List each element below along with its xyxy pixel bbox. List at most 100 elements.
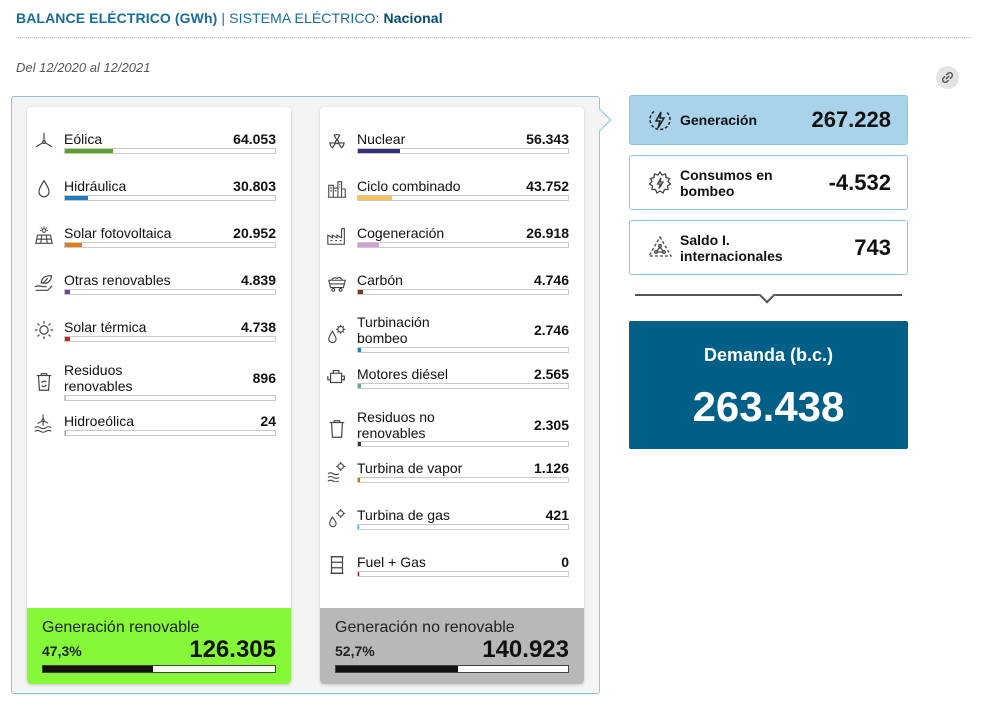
item-value: 0 bbox=[561, 554, 569, 570]
link-button[interactable] bbox=[936, 66, 959, 89]
nuclear-icon bbox=[329, 133, 345, 149]
chevron-down-icon bbox=[758, 286, 776, 304]
nonrenewable-item-ciclo-combinado[interactable]: Ciclo combinado 43.752 bbox=[320, 176, 584, 216]
renewable-item-hidroeolica[interactable]: Hidroeólica 24 bbox=[27, 411, 291, 451]
item-bar-fill bbox=[358, 525, 360, 529]
cogeneration-icon bbox=[327, 228, 345, 245]
leaf-hand-icon bbox=[34, 275, 53, 291]
water-drop-icon bbox=[38, 179, 50, 198]
diesel-engine-icon bbox=[327, 369, 345, 384]
renewable-item-solar-fotovoltaica[interactable]: Solar fotovoltaica 20.952 bbox=[27, 223, 291, 263]
demand-card[interactable]: Demanda (b.c.) 263.438 bbox=[629, 321, 908, 449]
summary-bar-fill bbox=[43, 666, 153, 672]
page-header: BALANCE ELÉCTRICO (GWh) | SISTEMA ELÉCTR… bbox=[16, 10, 443, 26]
item-label: Hidráulica bbox=[64, 178, 127, 194]
item-bar-fill bbox=[65, 196, 89, 200]
item-value: 421 bbox=[545, 507, 569, 523]
item-bar-fill bbox=[358, 384, 362, 388]
nonrenewable-item-residuos-no-renovables[interactable]: Residuos no renovables 2.305 bbox=[320, 408, 584, 448]
international-balance-value: 743 bbox=[854, 234, 891, 260]
item-bar bbox=[357, 383, 569, 389]
nonrenewable-item-fuel-gas[interactable]: Fuel + Gas 0 bbox=[320, 552, 584, 592]
nonrenewable-item-turbina-de-gas[interactable]: Turbina de gas 421 bbox=[320, 505, 584, 545]
header-system-value[interactable]: Nacional bbox=[383, 10, 443, 26]
nonrenewable-item-motores-diesel[interactable]: Motores diésel 2.565 bbox=[320, 364, 584, 404]
summary-title: Generación renovable bbox=[42, 619, 200, 636]
international-balance-card[interactable]: Saldo I. internacionales 743 bbox=[629, 220, 908, 275]
summary-value: 140.923 bbox=[482, 636, 569, 663]
item-bar-fill bbox=[358, 290, 364, 294]
steam-turbine-icon bbox=[327, 461, 346, 482]
generation-card[interactable]: Generación 267.228 bbox=[629, 95, 908, 145]
item-value: 4.746 bbox=[533, 272, 569, 288]
nonrenewable-item-turbina-de-vapor[interactable]: Turbina de vapor 1.126 bbox=[320, 458, 584, 498]
renewable-column: Eólica 64.053 Hidráulica 30.803 Solar fo… bbox=[27, 107, 291, 684]
item-value: 1.126 bbox=[533, 460, 569, 476]
international-balance-label: Saldo I. internacionales bbox=[680, 231, 783, 264]
item-bar bbox=[357, 347, 569, 353]
recycle-bin-icon bbox=[36, 373, 52, 391]
demand-value: 263.438 bbox=[692, 383, 845, 430]
item-label: Residuos no renovables bbox=[357, 409, 435, 441]
triangle-network-icon bbox=[647, 235, 673, 257]
item-bar bbox=[64, 242, 276, 248]
header-divider bbox=[16, 37, 971, 38]
item-value: 56.343 bbox=[526, 131, 569, 147]
item-value: 2.565 bbox=[533, 366, 569, 382]
demand-label: Demanda (b.c.) bbox=[703, 345, 834, 365]
fuel-barrel-icon bbox=[330, 556, 344, 574]
summary-bar bbox=[42, 665, 276, 673]
item-bar-fill bbox=[358, 149, 400, 153]
item-label: Solar térmica bbox=[64, 319, 147, 335]
summary-bar bbox=[335, 665, 569, 673]
renewable-item-residuos-renovables[interactable]: Residuos renovables 896 bbox=[27, 361, 291, 401]
item-bar bbox=[357, 477, 569, 483]
item-bar-fill bbox=[65, 396, 67, 400]
item-bar bbox=[357, 289, 569, 295]
item-label: Fuel + Gas bbox=[357, 554, 426, 570]
item-value: 24 bbox=[260, 413, 276, 429]
pumping-value: -4.532 bbox=[828, 169, 891, 195]
nonrenewable-column: Nuclear 56.343 Ciclo combinado 43.752 Co… bbox=[320, 107, 584, 684]
item-bar bbox=[357, 195, 569, 201]
item-label: Solar fotovoltaica bbox=[64, 225, 172, 241]
item-label: Carbón bbox=[357, 272, 403, 288]
item-bar bbox=[357, 524, 569, 530]
solar-panel-icon bbox=[35, 226, 53, 244]
item-label: Otras renovables bbox=[64, 272, 171, 288]
item-label: Eólica bbox=[64, 131, 103, 147]
renewable-item-otras-renovables[interactable]: Otras renovables 4.839 bbox=[27, 270, 291, 310]
combined-cycle-icon bbox=[327, 181, 347, 198]
item-bar bbox=[64, 336, 276, 342]
renewable-item-eolica[interactable]: Eólica 64.053 bbox=[27, 129, 291, 169]
pumping-label: Consumos en bombeo bbox=[680, 166, 773, 199]
renewable-item-solar-termica[interactable]: Solar térmica 4.738 bbox=[27, 317, 291, 357]
item-value: 2.746 bbox=[533, 322, 569, 338]
item-value: 20.952 bbox=[233, 225, 276, 241]
gear-lightning-icon bbox=[648, 170, 672, 194]
item-bar-fill bbox=[358, 348, 362, 352]
wind-turbine-icon bbox=[35, 132, 53, 148]
header-system-label: SISTEMA ELÉCTRICO: bbox=[229, 10, 380, 26]
item-bar-fill bbox=[358, 442, 361, 446]
summary-value: 126.305 bbox=[189, 636, 276, 663]
item-bar bbox=[357, 571, 569, 577]
summary-bar-fill bbox=[336, 666, 459, 672]
header-separator: | bbox=[221, 10, 226, 26]
nonrenewable-summary: Generación no renovable 52,7% 140.923 bbox=[320, 608, 584, 684]
nonrenewable-item-nuclear[interactable]: Nuclear 56.343 bbox=[320, 129, 584, 169]
renewable-item-hidraulica[interactable]: Hidráulica 30.803 bbox=[27, 176, 291, 216]
item-bar-fill bbox=[65, 243, 82, 247]
nonrenewable-item-carbon[interactable]: Carbón 4.746 bbox=[320, 270, 584, 310]
item-label: Turbina de gas bbox=[357, 507, 450, 523]
trash-icon bbox=[329, 420, 345, 438]
generation-value: 267.228 bbox=[811, 107, 891, 132]
pumping-card[interactable]: Consumos en bombeo -4.532 bbox=[629, 155, 908, 210]
nonrenewable-item-cogeneracion[interactable]: Cogeneración 26.918 bbox=[320, 223, 584, 263]
item-bar-fill bbox=[358, 572, 359, 576]
pump-turbine-icon bbox=[328, 324, 346, 344]
nonrenewable-item-turbinacion-bombeo[interactable]: Turbinación bombeo 2.746 bbox=[320, 314, 584, 354]
item-value: 30.803 bbox=[233, 178, 276, 194]
hydro-wind-icon bbox=[34, 414, 52, 433]
item-bar-fill bbox=[358, 196, 392, 200]
